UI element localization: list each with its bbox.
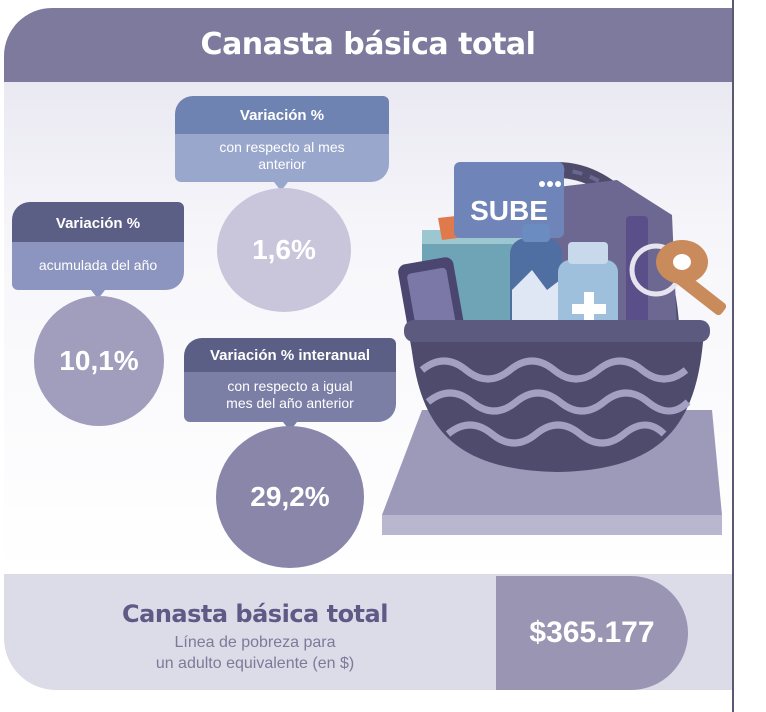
yoy-variation-title: Variación % interanual: [184, 338, 396, 372]
price-value: $365.177: [496, 576, 688, 690]
key-hole: [673, 254, 691, 270]
bubble-tail: [274, 182, 288, 191]
footer-title: Canasta básica total: [122, 600, 388, 628]
medicine-cap: [568, 242, 608, 264]
sube-card-text: SUBE: [470, 195, 548, 226]
monthly-variation-title: Variación %: [175, 96, 389, 134]
bottle-label: [512, 270, 560, 320]
key-blade: [674, 271, 727, 316]
monthly-variation-label: Variación % con respecto al mes anterior: [175, 96, 389, 191]
pedestal-front: [382, 515, 722, 535]
ytd-variation-title: Variación %: [12, 202, 184, 242]
card-dot: [547, 181, 553, 187]
medical-cross: [572, 304, 606, 314]
page-title: Canasta básica total: [200, 27, 536, 62]
ytd-variation-subtitle: acumulada del año: [12, 242, 184, 290]
yoy-variation-value: 29,2%: [216, 426, 364, 568]
sube-card: [454, 162, 564, 238]
ytd-variation-value: 10,1%: [34, 296, 164, 426]
card-dot: [539, 181, 545, 187]
bookmark-item: [438, 216, 458, 240]
basket-illustration: SUBE: [382, 162, 727, 535]
bottle-cap: [522, 224, 550, 242]
basket-weave: [419, 357, 691, 447]
card-dot: [555, 181, 561, 187]
monthly-variation-value: 1,6%: [217, 188, 351, 312]
yoy-variation-label: Variación % interanual con respecto a ig…: [184, 338, 396, 431]
bubble-tail: [91, 290, 105, 299]
header-bar: Canasta básica total: [4, 8, 732, 82]
basket-rim: [404, 320, 710, 342]
infographic-card: Canasta básica total Variación % con res…: [4, 0, 734, 712]
footer-subtitle-line2: un adulto equivalente (en $): [155, 655, 355, 672]
ytd-variation-label: Variación % acumulada del año: [12, 202, 184, 299]
footer-subtitle: Línea de pobreza para un adulto equivale…: [100, 632, 410, 674]
footer-subtitle-line1: Línea de pobreza para: [174, 634, 336, 651]
monthly-variation-subtitle: con respecto al mes anterior: [175, 134, 389, 182]
yoy-variation-subtitle: con respecto a igual mes del año anterio…: [184, 372, 396, 422]
